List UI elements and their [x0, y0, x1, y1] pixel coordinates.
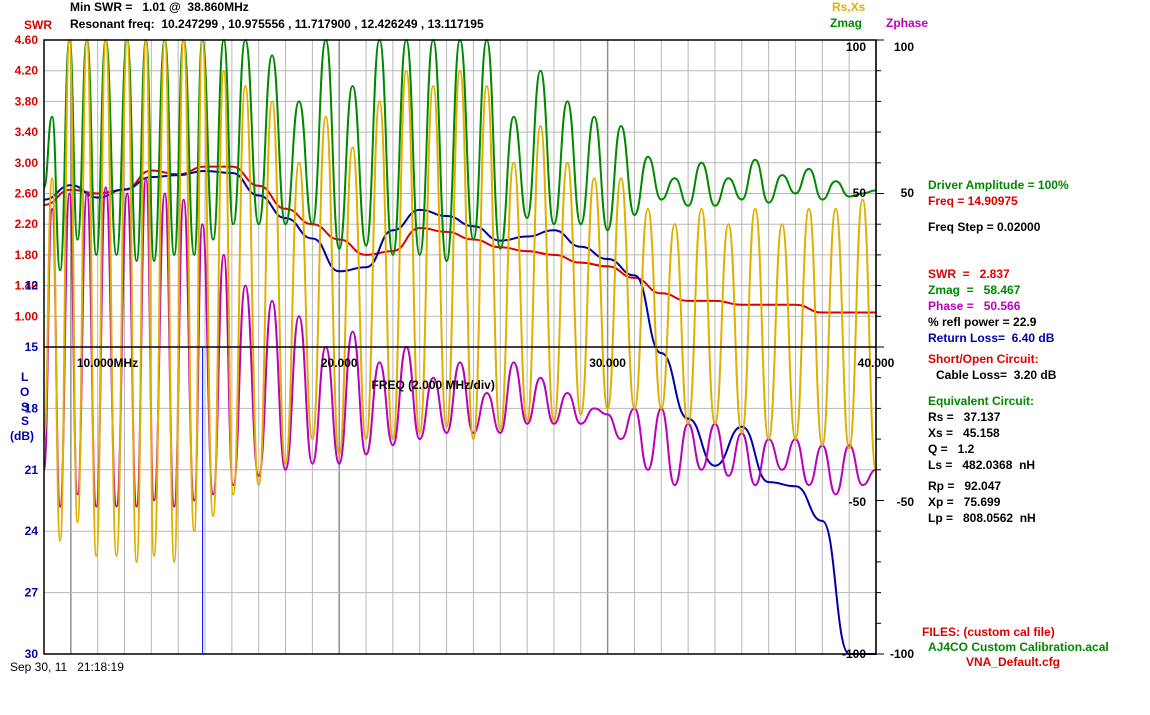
zmag-axis-title: Zmag	[830, 16, 863, 30]
resonant-freq-text: Resonant freq: 10.247299 , 10.975556 , 1…	[70, 17, 484, 31]
cursor-freq: Freq = 14.90975	[928, 194, 1018, 208]
cfg-file: VNA_Default.cfg	[966, 655, 1061, 669]
rp-readout: Rp = 92.047	[928, 479, 1002, 493]
loss-tick-label: 15	[25, 340, 39, 354]
freq-tick-label: 30.000	[589, 356, 626, 370]
cable-loss-readout: Cable Loss= 3.20 dB	[936, 368, 1057, 382]
cal-file: AJ4CO Custom Calibration.acal	[928, 640, 1109, 654]
plot-curves	[43, 38, 877, 655]
series-line-zphase	[43, 177, 877, 508]
rsxs-tick-label: -100	[842, 647, 866, 661]
ls-readout: Ls = 482.0368 nH	[928, 458, 1036, 472]
lp-readout: Lp = 808.0562 nH	[928, 511, 1036, 525]
rs-readout: Rs = 37.137	[928, 410, 1001, 424]
zphase-tick-label: 100	[894, 40, 914, 54]
plot-axes: 4.60 4.20 3.80 3.40 3.00 2.60 2.20 1.80 1.40 1.00…	[15, 33, 915, 661]
series-line-rs-xs	[43, 38, 877, 563]
swr-tick-label: 1.40	[15, 279, 39, 293]
loss-tick-label: 30	[25, 647, 39, 661]
phase-readout: Phase = 50.566	[928, 299, 1021, 313]
loss-title-s2: S	[21, 414, 30, 428]
freq-axis-label: FREQ (2.000 MHz/div)	[371, 378, 494, 392]
xs-readout: Xs = 45.158	[928, 426, 1000, 440]
swr-tick-label: 1.00	[15, 309, 39, 323]
loss-title-l: L	[21, 370, 29, 384]
series-line-zmag	[43, 38, 877, 272]
zphase-tick-label: -50	[897, 495, 915, 509]
swr-tick-label: 4.60	[15, 33, 39, 47]
swr-tick-label: 3.80	[15, 94, 39, 108]
zmag-readout: Zmag = 58.467	[928, 283, 1021, 297]
short-open-title: Short/Open Circuit:	[928, 352, 1039, 366]
rsxs-axis-title: Rs,Xs	[832, 0, 866, 14]
zphase-tick-label: -100	[890, 647, 914, 661]
loss-tick-label: 27	[25, 586, 39, 600]
rsxs-tick-label: 50	[853, 186, 867, 200]
swr-tick-label: 1.80	[15, 248, 39, 262]
loss-tick-label: 12	[25, 279, 39, 293]
rsxs-tick-label: -50	[849, 495, 867, 509]
loss-title-db: (dB)	[10, 429, 34, 443]
loss-tick-label: 21	[25, 463, 39, 477]
swr-readout: SWR = 2.837	[928, 267, 1010, 281]
loss-tick-label: 24	[25, 524, 39, 538]
return-loss-readout: Return Loss= 6.40 dB	[928, 331, 1055, 345]
loss-tick-label: 18	[25, 401, 39, 415]
xp-readout: Xp = 75.699	[928, 495, 1001, 509]
rsxs-tick-label: 100	[846, 40, 866, 54]
zphase-axis-title: Zphase	[886, 16, 929, 30]
freq-step: Freq Step = 0.02000	[928, 220, 1041, 234]
equiv-circuit-title: Equivalent Circuit:	[928, 394, 1035, 408]
swr-tick-label: 2.60	[15, 187, 39, 201]
driver-amplitude: Driver Amplitude = 100%	[928, 178, 1069, 192]
timestamp: Sep 30, 11 21:18:19	[10, 660, 124, 674]
swr-tick-label: 2.20	[15, 217, 39, 231]
loss-title-o: O	[20, 385, 30, 399]
swr-tick-label: 4.20	[15, 64, 39, 78]
q-readout: Q = 1.2	[928, 442, 975, 456]
swr-axis-title: SWR	[24, 18, 52, 32]
refl-power-readout: % refl power = 22.9	[928, 315, 1037, 329]
zphase-tick-label: 50	[901, 186, 915, 200]
freq-tick-label: 20.000	[321, 356, 358, 370]
swr-tick-label: 3.00	[15, 156, 39, 170]
loss-title-s1: S	[21, 400, 30, 414]
min-swr-text: Min SWR = 1.01 @ 38.860MHz	[70, 0, 249, 14]
freq-tick-label: 40.000	[858, 356, 895, 370]
freq-tick-label: 10.000MHz	[77, 356, 138, 370]
files-title: FILES: (custom cal file)	[922, 625, 1055, 639]
swr-tick-label: 3.40	[15, 125, 39, 139]
